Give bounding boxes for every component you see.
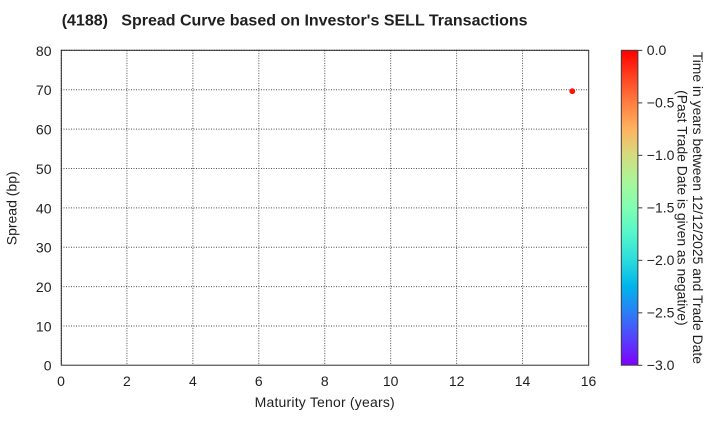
svg-text:−3.0: −3.0: [647, 357, 675, 373]
svg-text:10: 10: [36, 318, 52, 334]
svg-text:Time in years between 12/12/20: Time in years between 12/12/2025 and Tra…: [690, 52, 706, 364]
svg-text:12: 12: [449, 373, 465, 389]
svg-text:16: 16: [581, 373, 597, 389]
svg-text:−2.5: −2.5: [647, 305, 675, 321]
svg-text:40: 40: [36, 200, 52, 216]
svg-text:−1.0: −1.0: [647, 147, 675, 163]
svg-text:Spread (bp): Spread (bp): [3, 171, 19, 245]
svg-text:−1.5: −1.5: [647, 200, 675, 216]
svg-text:80: 80: [36, 43, 52, 59]
svg-text:20: 20: [36, 279, 52, 295]
svg-text:2: 2: [123, 373, 131, 389]
svg-text:70: 70: [36, 82, 52, 98]
svg-text:6: 6: [255, 373, 263, 389]
svg-text:30: 30: [36, 240, 52, 256]
svg-text:14: 14: [515, 373, 531, 389]
svg-text:0.0: 0.0: [647, 42, 667, 58]
svg-text:0: 0: [44, 358, 52, 374]
svg-text:Maturity Tenor (years): Maturity Tenor (years): [255, 394, 395, 410]
svg-text:(Past Trade Date is given as n: (Past Trade Date is given as negative): [675, 90, 691, 326]
svg-text:10: 10: [383, 373, 399, 389]
svg-text:−2.0: −2.0: [647, 252, 675, 268]
svg-text:(4188) Spread Curve based on: (4188) Spread Curve based on Investor's …: [62, 12, 528, 29]
svg-text:0: 0: [57, 373, 65, 389]
svg-text:60: 60: [36, 122, 52, 138]
svg-text:−0.5: −0.5: [647, 95, 675, 111]
svg-text:8: 8: [321, 373, 329, 389]
svg-text:4: 4: [189, 373, 197, 389]
svg-text:50: 50: [36, 161, 52, 177]
